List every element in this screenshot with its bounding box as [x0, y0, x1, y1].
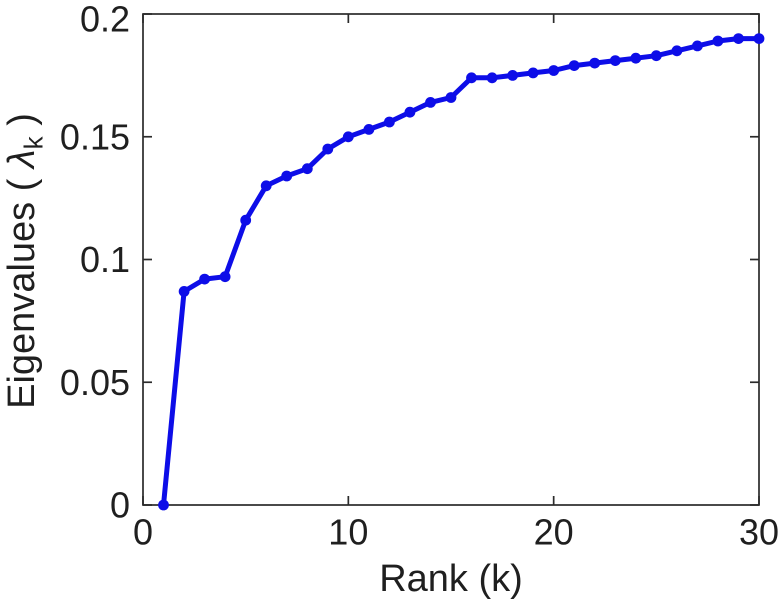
data-point-marker — [342, 131, 354, 143]
data-point-marker — [158, 499, 169, 511]
data-point-marker — [527, 67, 539, 79]
data-point-marker — [301, 163, 313, 175]
data-point-marker — [199, 273, 211, 285]
x-tick-label: 0 — [133, 512, 153, 553]
y-tick-label: 0.15 — [60, 116, 130, 157]
y-axis-label-text: Eigenvalues ( — [1, 168, 43, 409]
data-point-marker — [753, 33, 765, 44]
data-point-marker — [404, 106, 416, 118]
data-point-marker — [589, 57, 601, 69]
data-point-marker — [609, 55, 621, 66]
data-point-marker — [425, 97, 436, 108]
x-tick-label: 30 — [739, 512, 779, 553]
y-tick-label: 0.05 — [60, 362, 130, 403]
x-axis-label: Rank (k) — [379, 558, 523, 600]
data-point-marker — [630, 52, 642, 64]
x-tick-label: 10 — [328, 512, 368, 553]
data-point-marker — [712, 35, 724, 47]
y-tick-label: 0 — [110, 485, 130, 526]
data-point-marker — [507, 70, 518, 81]
data-point-marker — [650, 50, 662, 62]
y-tick-label: 0.2 — [80, 0, 130, 40]
y-axis-label-suffix: ) — [1, 113, 43, 137]
data-point-marker — [178, 286, 190, 297]
data-point-marker — [219, 271, 231, 283]
data-point-marker — [548, 65, 560, 76]
x-tick-label: 20 — [534, 512, 574, 553]
data-point-marker — [671, 45, 683, 57]
eigenvalue-line — [161, 36, 762, 508]
data-point-marker — [281, 170, 293, 182]
data-point-marker — [692, 40, 703, 52]
data-point-marker — [240, 214, 252, 226]
y-axis-label: Eigenvalues ( λk ) — [0, 0, 49, 561]
y-tick-label: 0.1 — [80, 239, 130, 280]
data-point-marker — [384, 116, 395, 128]
data-point-marker — [363, 123, 375, 135]
axes-box — [142, 13, 760, 506]
data-point-marker — [260, 180, 272, 192]
data-point-marker — [733, 33, 744, 44]
lambda-symbol: λ — [1, 149, 43, 169]
lambda-subscript: k — [18, 136, 49, 150]
data-point-marker — [322, 143, 334, 155]
data-point-marker — [486, 72, 498, 84]
data-point-marker — [466, 72, 477, 84]
data-point-marker — [568, 60, 580, 71]
data-point-marker — [445, 92, 457, 103]
